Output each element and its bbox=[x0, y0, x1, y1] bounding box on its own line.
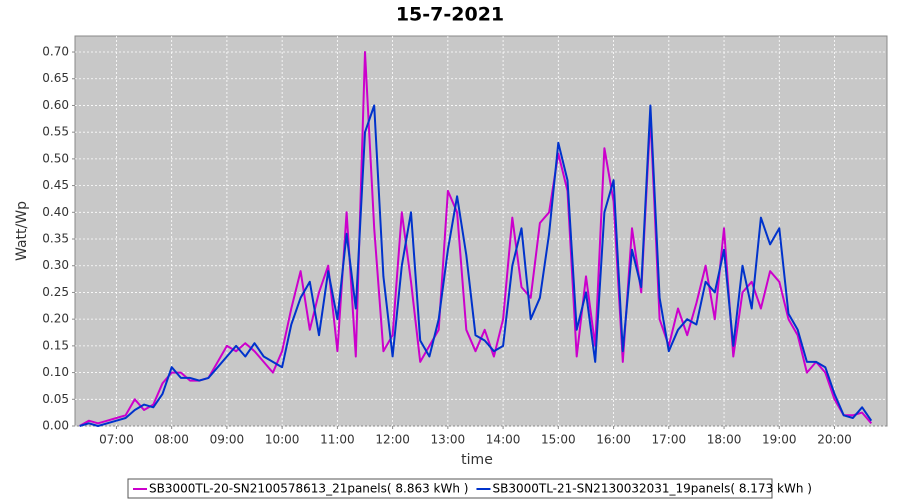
x-tick-label: 09:00 bbox=[210, 433, 245, 447]
y-tick-label: 0.20 bbox=[42, 312, 69, 326]
legend-label: SB3000TL-20-SN2100578613_21panels( 8.863… bbox=[149, 482, 468, 496]
plot-area bbox=[74, 35, 888, 427]
series-line bbox=[79, 104, 873, 427]
x-tick-label: 19:00 bbox=[762, 433, 797, 447]
y-tick-label: 0.45 bbox=[42, 178, 69, 192]
legend-label: SB3000TL-21-SN2130032031_19panels( 8.173… bbox=[492, 482, 811, 496]
x-tick-label: 10:00 bbox=[265, 433, 300, 447]
x-axis-label: time bbox=[461, 452, 493, 468]
x-tick-label: 16:00 bbox=[596, 433, 631, 447]
y-tick-label: 0.05 bbox=[42, 392, 69, 406]
y-tick-label: 0.55 bbox=[42, 125, 69, 139]
y-tick-label: 0.40 bbox=[42, 205, 69, 219]
series-line bbox=[79, 51, 873, 427]
y-axis-label: Watt/Wp bbox=[14, 201, 30, 261]
y-tick-label: 0.65 bbox=[42, 71, 69, 85]
x-tick-label: 07:00 bbox=[99, 433, 134, 447]
chart-title: 15-7-2021 bbox=[396, 4, 504, 26]
y-tick-label: 0.25 bbox=[42, 285, 69, 299]
y-tick-label: 0.35 bbox=[42, 232, 69, 246]
x-tick-label: 13:00 bbox=[431, 433, 466, 447]
x-tick-label: 14:00 bbox=[486, 433, 521, 447]
x-tick-label: 18:00 bbox=[707, 433, 742, 447]
x-tick-label: 11:00 bbox=[320, 433, 355, 447]
x-tick-label: 08:00 bbox=[154, 433, 189, 447]
y-tick-label: 0.00 bbox=[42, 419, 69, 433]
y-tick-label: 0.30 bbox=[42, 258, 69, 272]
x-tick-label: 20:00 bbox=[817, 433, 852, 447]
x-tick-label: 15:00 bbox=[541, 433, 576, 447]
y-tick-label: 0.10 bbox=[42, 365, 69, 379]
y-tick-label: 0.15 bbox=[42, 338, 69, 352]
x-tick-label: 12:00 bbox=[375, 433, 410, 447]
y-tick-label: 0.70 bbox=[42, 45, 69, 59]
legend bbox=[127, 478, 773, 499]
y-tick-label: 0.50 bbox=[42, 151, 69, 165]
x-tick-label: 17:00 bbox=[652, 433, 687, 447]
y-tick-label: 0.60 bbox=[42, 98, 69, 112]
